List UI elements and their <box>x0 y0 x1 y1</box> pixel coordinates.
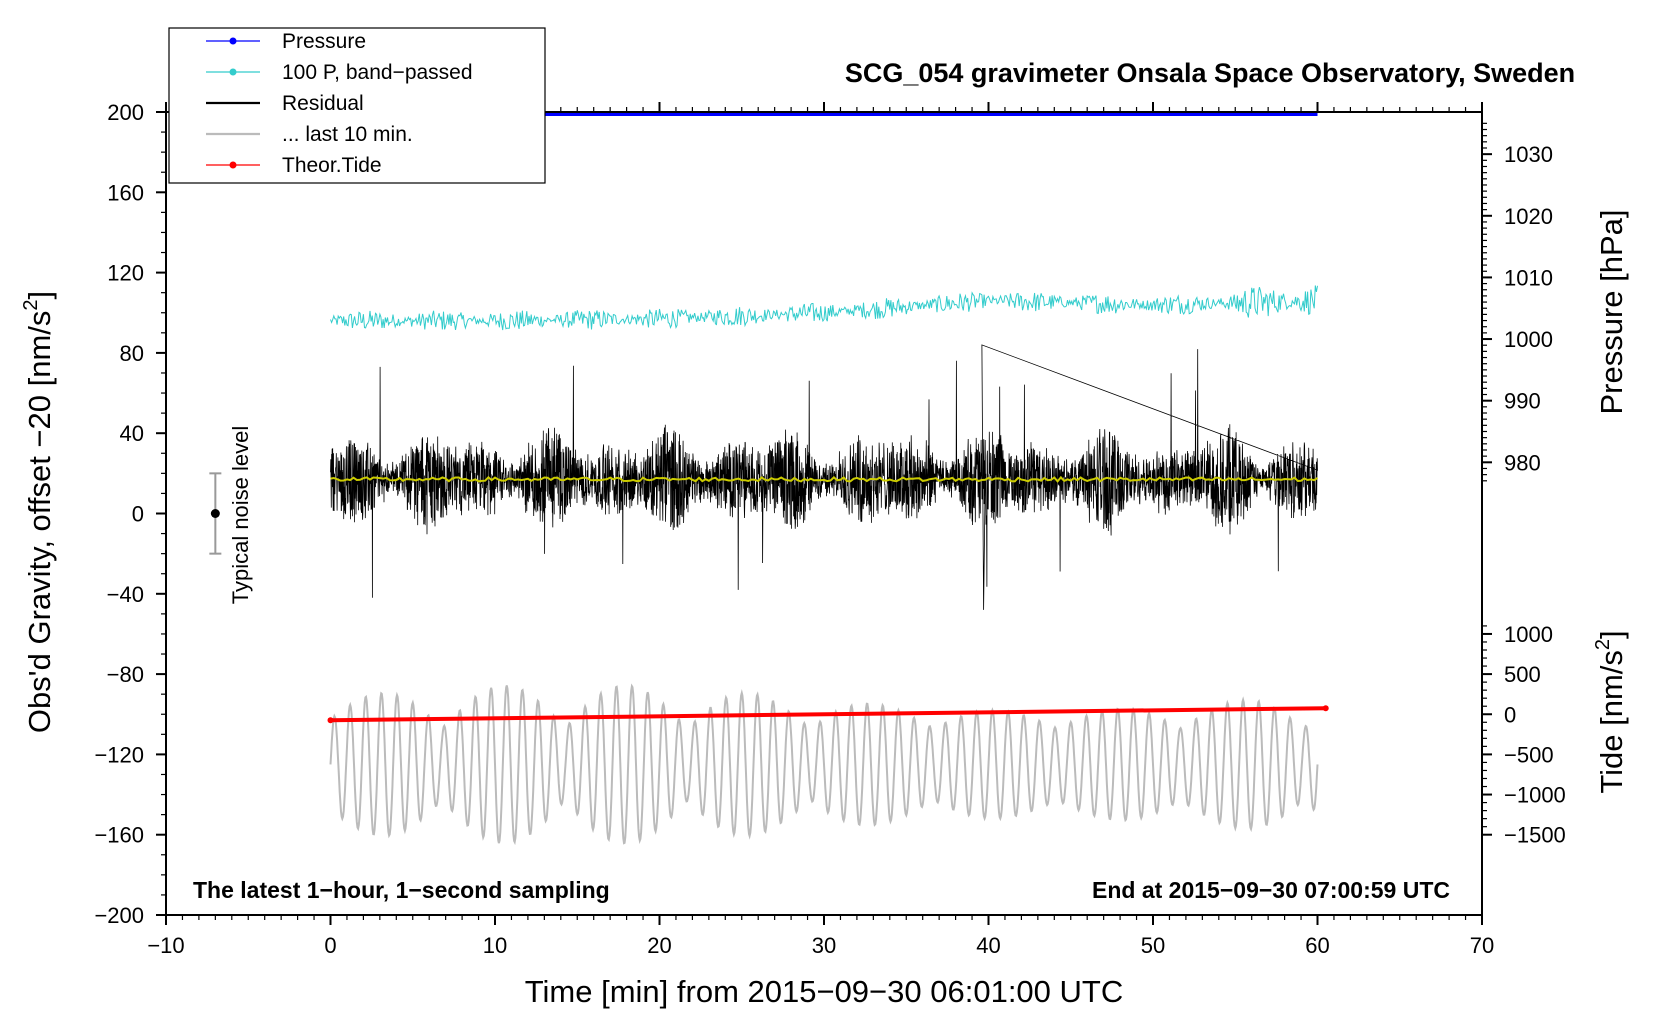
series-residual-mean-line <box>330 475 1319 483</box>
noise-bar-dot <box>210 509 220 518</box>
legend: Pressure 100 P, band−passed Residual ... la… <box>168 27 546 184</box>
left-tick-label: −120 <box>94 742 144 767</box>
legend-swatch-marker <box>229 161 237 169</box>
left-tick-label: 120 <box>107 261 144 286</box>
bottom-tick-label: 40 <box>976 933 1000 958</box>
y-axis-title-tide-sup: 2 <box>1592 639 1614 650</box>
y-axis-title-pressure: Pressure [hPa] <box>1594 209 1629 414</box>
tide-tick-label: −1000 <box>1504 783 1566 808</box>
left-tick-label: −160 <box>94 823 144 848</box>
pressure-tick-label: 990 <box>1504 389 1541 414</box>
tide-tick-label: 1000 <box>1504 622 1553 647</box>
bottom-tick-label: 60 <box>1305 933 1329 958</box>
left-tick-label: 200 <box>107 100 144 125</box>
bottom-tick-label: 50 <box>1141 933 1165 958</box>
chart-title: SCG_054 gravimeter Onsala Space Observat… <box>845 58 1575 88</box>
bottom-tick-label: 0 <box>324 933 336 958</box>
noise-level-indicator <box>209 472 222 555</box>
legend-swatch-marker <box>229 68 237 76</box>
pressure-tick-label: 1000 <box>1504 327 1553 352</box>
y-axis-title-left-main: Obs'd Gravity, offset −20 [nm/s <box>22 311 57 734</box>
left-tick-label: 80 <box>120 341 144 366</box>
data-layer <box>327 112 1329 846</box>
right-axis-ticks: 1030 1020 1010 1000 990 980 1000 500 0 −500 −1000 −… <box>1482 122 1566 848</box>
left-tick-label: −40 <box>107 582 144 607</box>
x-axis-title: Time [min] from 2015−09−30 06:01:00 UTC <box>525 974 1124 1009</box>
legend-label: ... last 10 min. <box>282 123 413 146</box>
legend-label: Theor.Tide <box>282 154 382 177</box>
legend-box <box>168 27 546 184</box>
bottom-axis-ticks: −10 0 10 20 30 40 50 60 70 <box>147 102 1494 958</box>
left-tick-label: 40 <box>120 421 144 446</box>
left-axis-ticks: 200 160 120 80 40 0 −40 −80 −120 −160 −200 <box>94 100 166 928</box>
series-pressure-bandpassed-line <box>330 285 1318 331</box>
series-theoretical-tide-start-point <box>327 717 334 724</box>
legend-swatch-marker <box>229 37 237 45</box>
series-residual-line <box>330 344 1318 610</box>
bottom-tick-label: 10 <box>483 933 507 958</box>
pressure-tick-label: 1020 <box>1504 204 1553 229</box>
legend-label: Pressure <box>282 30 366 53</box>
left-tick-label: 160 <box>107 180 144 205</box>
tide-tick-label: −1500 <box>1504 823 1566 848</box>
y-axis-title-tide-tail: ] <box>1594 630 1629 639</box>
left-tick-label: −80 <box>107 662 144 687</box>
y-axis-title-tide: Tide [nm/s2] <box>1592 630 1629 793</box>
bottom-tick-label: 70 <box>1470 933 1494 958</box>
annotation-left: The latest 1−hour, 1−second sampling <box>193 877 610 903</box>
bottom-tick-label: 30 <box>812 933 836 958</box>
series-theoretical-tide-end-point <box>1322 705 1329 712</box>
series-last-10-min-line <box>329 683 1319 846</box>
left-tick-label: −200 <box>94 903 144 928</box>
series-theoretical-tide-line <box>330 706 1326 723</box>
bottom-tick-label: 20 <box>647 933 671 958</box>
noise-label: Typical noise level <box>228 426 253 605</box>
left-tick-label: 0 <box>132 502 144 527</box>
tide-tick-label: 0 <box>1504 702 1516 727</box>
y-axis-title-left-sup: 2 <box>20 299 42 310</box>
tide-tick-label: −500 <box>1504 742 1554 767</box>
y-axis-title-left-tail: ] <box>22 291 57 300</box>
pressure-tick-label: 1030 <box>1504 142 1553 167</box>
annotation-right: End at 2015−09−30 07:00:59 UTC <box>1092 877 1450 903</box>
bottom-tick-label: −10 <box>147 933 184 958</box>
y-axis-title-tide-main: Tide [nm/s <box>1594 650 1629 794</box>
legend-label: Residual <box>282 92 364 115</box>
pressure-tick-label: 1010 <box>1504 265 1553 290</box>
pressure-tick-label: 980 <box>1504 450 1541 475</box>
tide-tick-label: 500 <box>1504 662 1541 687</box>
legend-label: 100 P, band−passed <box>282 61 473 84</box>
y-axis-title-left: Obs'd Gravity, offset −20 [nm/s2] <box>20 291 57 733</box>
